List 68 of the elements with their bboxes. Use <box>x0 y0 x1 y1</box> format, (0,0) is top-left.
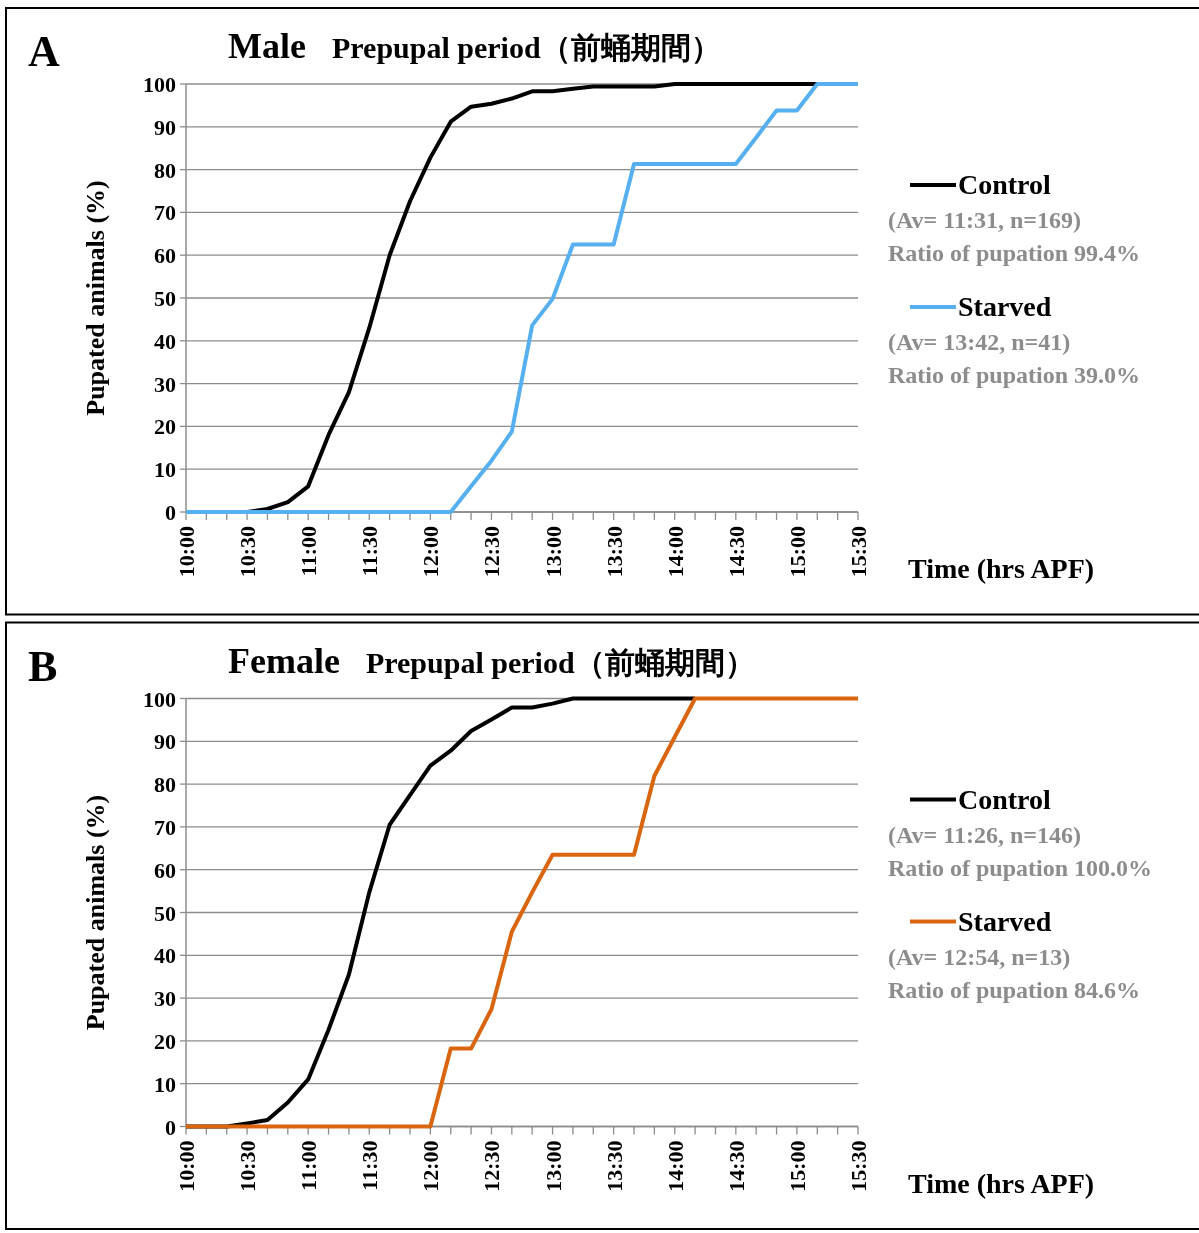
text: (Av= 11:31, n=169) <box>888 207 1081 233</box>
y-tick-label: 10 <box>154 1071 176 1097</box>
legend-label: Starved <box>958 291 1052 322</box>
text: Ratio of pupation 100.0% <box>888 854 1153 881</box>
x-tick-label: 15:30 <box>846 1140 871 1192</box>
x-tick-label: 15:30 <box>846 526 871 578</box>
y-tick-label: 10 <box>154 457 176 483</box>
legend-label: Starved <box>958 905 1052 937</box>
y-tick-label: 80 <box>154 157 176 183</box>
y-tick-label: 50 <box>154 900 176 926</box>
x-tick-label: 10:00 <box>174 1140 199 1192</box>
text: Ratio of pupation 84.6% <box>888 976 1141 1003</box>
y-tick-label: 40 <box>154 328 176 354</box>
y-tick-label: 80 <box>154 772 176 798</box>
y-tick-label: 60 <box>154 243 176 269</box>
y-tick-label: 0 <box>165 500 176 525</box>
text: Ratio of pupation 39.0% <box>888 362 1141 388</box>
x-tick-label: 10:00 <box>174 526 199 578</box>
x-axis-title: Time (hrs APF) <box>908 1167 1095 1199</box>
y-tick-label: 100 <box>143 686 176 712</box>
x-axis-title: Time (hrs APF) <box>908 553 1095 584</box>
y-axis-title: Pupated animals (%) <box>81 180 110 416</box>
text: (Av= 11:26, n=146) <box>888 821 1081 848</box>
chart-title: Female <box>228 640 340 681</box>
chart-subtitle: Prepupal period（前蛹期間） <box>365 645 755 679</box>
x-tick-label: 10:30 <box>235 526 261 578</box>
x-tick-label: 12:30 <box>479 1140 505 1192</box>
x-tick-label: 15:00 <box>784 1140 810 1192</box>
x-tick-label: 11:00 <box>296 526 322 577</box>
y-axis-title: Pupated animals (%) <box>81 794 110 1031</box>
chart-title: Male <box>228 26 306 66</box>
x-tick-label: 13:00 <box>540 1140 566 1192</box>
text: B <box>28 641 58 691</box>
y-tick-label: 0 <box>165 1114 176 1140</box>
text: (Av= 12:54, n=13) <box>888 943 1071 970</box>
y-tick-label: 70 <box>154 200 176 226</box>
y-tick-label: 60 <box>154 857 176 883</box>
x-tick-label: 13:00 <box>540 526 566 578</box>
y-tick-label: 90 <box>154 114 176 140</box>
legend-label: Control <box>958 169 1052 200</box>
y-tick-label: 100 <box>143 72 176 97</box>
x-tick-label: 11:30 <box>357 526 383 577</box>
y-tick-label: 30 <box>154 371 176 397</box>
x-tick-label: 14:00 <box>662 526 688 578</box>
x-tick-label: 11:00 <box>296 1140 322 1191</box>
text: Ratio of pupation 99.4% <box>888 240 1141 266</box>
y-tick-label: 20 <box>154 414 176 440</box>
y-tick-label: 50 <box>154 286 176 311</box>
x-tick-label: 14:30 <box>723 1140 749 1192</box>
legend-label: Control <box>958 783 1052 815</box>
text: (Av= 13:42, n=41) <box>888 329 1071 355</box>
chart-subtitle: Prepupal period（前蛹期間） <box>331 31 721 64</box>
x-tick-label: 12:00 <box>418 1140 444 1192</box>
y-tick-label: 70 <box>154 814 176 840</box>
x-tick-label: 14:00 <box>662 1140 688 1192</box>
x-tick-label: 12:00 <box>418 526 444 578</box>
x-tick-label: 13:30 <box>601 526 627 578</box>
y-tick-label: 90 <box>154 729 176 755</box>
y-tick-label: 30 <box>154 986 176 1012</box>
x-tick-label: 11:30 <box>357 1140 383 1191</box>
x-tick-label: 10:30 <box>235 1140 261 1192</box>
y-tick-label: 20 <box>154 1028 176 1054</box>
x-tick-label: 15:00 <box>784 526 810 578</box>
text: A <box>28 27 60 76</box>
x-tick-label: 12:30 <box>479 526 505 578</box>
x-tick-label: 13:30 <box>601 1140 627 1192</box>
x-tick-label: 14:30 <box>723 526 749 578</box>
y-tick-label: 40 <box>154 943 176 969</box>
